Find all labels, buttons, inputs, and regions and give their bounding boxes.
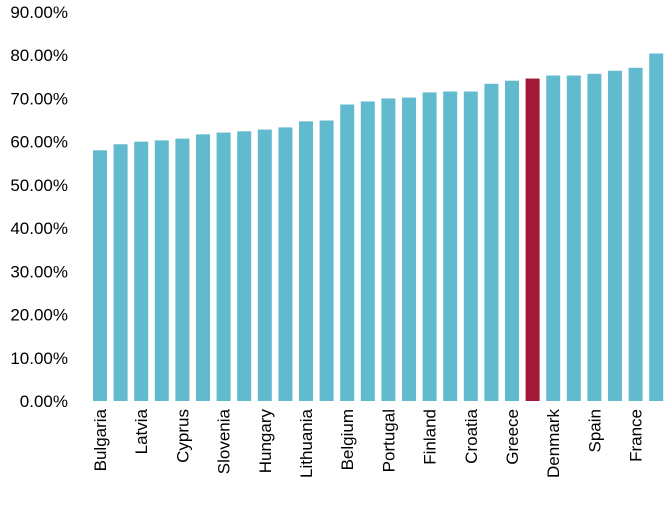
bar bbox=[608, 70, 622, 401]
bar bbox=[443, 91, 458, 401]
x-tick-label: Cyprus bbox=[173, 409, 192, 463]
x-tick-label: Hungary bbox=[256, 409, 275, 474]
x-tick-label: Croatia bbox=[462, 408, 481, 463]
y-tick-label: 20.00% bbox=[10, 306, 68, 325]
bar bbox=[628, 67, 643, 402]
bar bbox=[175, 138, 190, 401]
bar bbox=[257, 129, 272, 401]
x-tick-label: Latvia bbox=[132, 408, 151, 454]
bar bbox=[340, 104, 355, 402]
y-tick-label: 60.00% bbox=[10, 133, 68, 152]
bar bbox=[402, 97, 416, 401]
bar bbox=[505, 80, 519, 402]
y-axis: 0.00% 10.00% 20.00% 30.00% 40.00% 50.00% 60.00… bbox=[10, 3, 68, 411]
bar bbox=[278, 127, 293, 402]
bar bbox=[113, 144, 128, 401]
y-tick-label: 10.00% bbox=[10, 349, 68, 368]
x-tick-label: Lithuania bbox=[297, 408, 316, 478]
x-tick-label: Belgium bbox=[338, 409, 357, 470]
bar bbox=[360, 101, 375, 401]
y-tick-label: 80.00% bbox=[10, 46, 68, 65]
bar bbox=[546, 75, 561, 401]
x-tick-label: Bulgaria bbox=[91, 408, 110, 471]
bar bbox=[381, 98, 396, 401]
y-tick-label: 0.00% bbox=[20, 392, 68, 411]
bar bbox=[196, 134, 210, 401]
bar bbox=[216, 132, 231, 401]
bar bbox=[319, 120, 334, 401]
y-tick-label: 30.00% bbox=[10, 262, 68, 281]
x-tick-label: Slovenia bbox=[215, 408, 234, 474]
bar bbox=[463, 91, 478, 401]
y-tick-label: 70.00% bbox=[10, 89, 68, 108]
bar bbox=[587, 73, 602, 402]
bar bbox=[422, 92, 437, 401]
bar bbox=[484, 83, 499, 401]
bar bbox=[237, 131, 252, 401]
bar bbox=[134, 141, 149, 401]
x-tick-label: Finland bbox=[421, 409, 440, 465]
y-tick-label: 40.00% bbox=[10, 219, 68, 238]
x-tick-label: Portugal bbox=[379, 409, 398, 472]
x-tick-label: France bbox=[627, 409, 646, 462]
y-tick-label: 90.00% bbox=[10, 3, 68, 22]
x-tick-label: Denmark bbox=[544, 409, 563, 478]
bar bbox=[649, 53, 664, 401]
bar bbox=[93, 150, 107, 401]
bar-highlighted bbox=[525, 78, 540, 401]
x-axis: Bulgaria Latvia Cyprus Slovenia Hungary Lithu… bbox=[91, 408, 646, 478]
x-tick-label: Spain bbox=[585, 409, 604, 452]
y-tick-label: 50.00% bbox=[10, 176, 68, 195]
bar bbox=[566, 75, 581, 401]
x-tick-label: Greece bbox=[503, 409, 522, 465]
bars bbox=[93, 53, 664, 402]
bar bbox=[154, 140, 169, 401]
bar bbox=[299, 121, 313, 401]
